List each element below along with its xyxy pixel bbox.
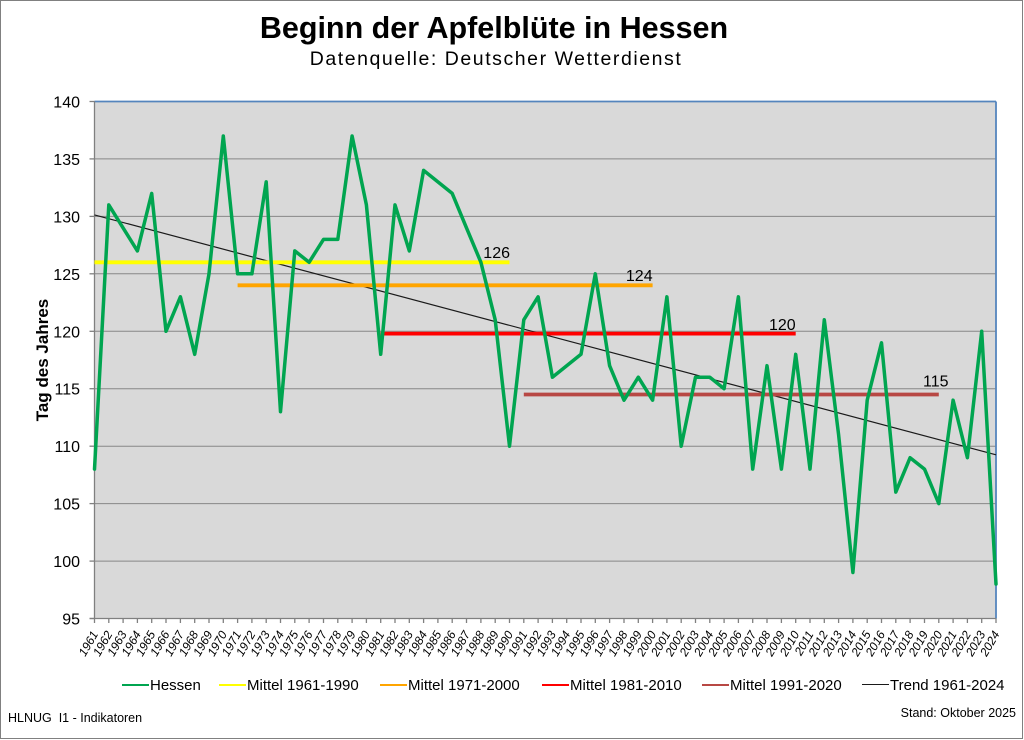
- svg-text:130: 130: [53, 209, 80, 226]
- svg-text:140: 140: [53, 95, 80, 112]
- svg-text:126: 126: [483, 245, 510, 262]
- svg-text:124: 124: [626, 268, 653, 285]
- svg-text:Tag des Jahres: Tag des Jahres: [33, 299, 52, 422]
- svg-text:120: 120: [53, 324, 80, 341]
- svg-text:120: 120: [769, 317, 796, 334]
- svg-text:95: 95: [62, 612, 80, 629]
- svg-text:135: 135: [53, 152, 80, 169]
- svg-text:115: 115: [54, 382, 80, 399]
- svg-text:110: 110: [54, 439, 80, 456]
- svg-text:100: 100: [53, 554, 80, 571]
- svg-text:105: 105: [53, 497, 80, 514]
- svg-text:115: 115: [923, 374, 949, 391]
- svg-text:125: 125: [53, 267, 80, 284]
